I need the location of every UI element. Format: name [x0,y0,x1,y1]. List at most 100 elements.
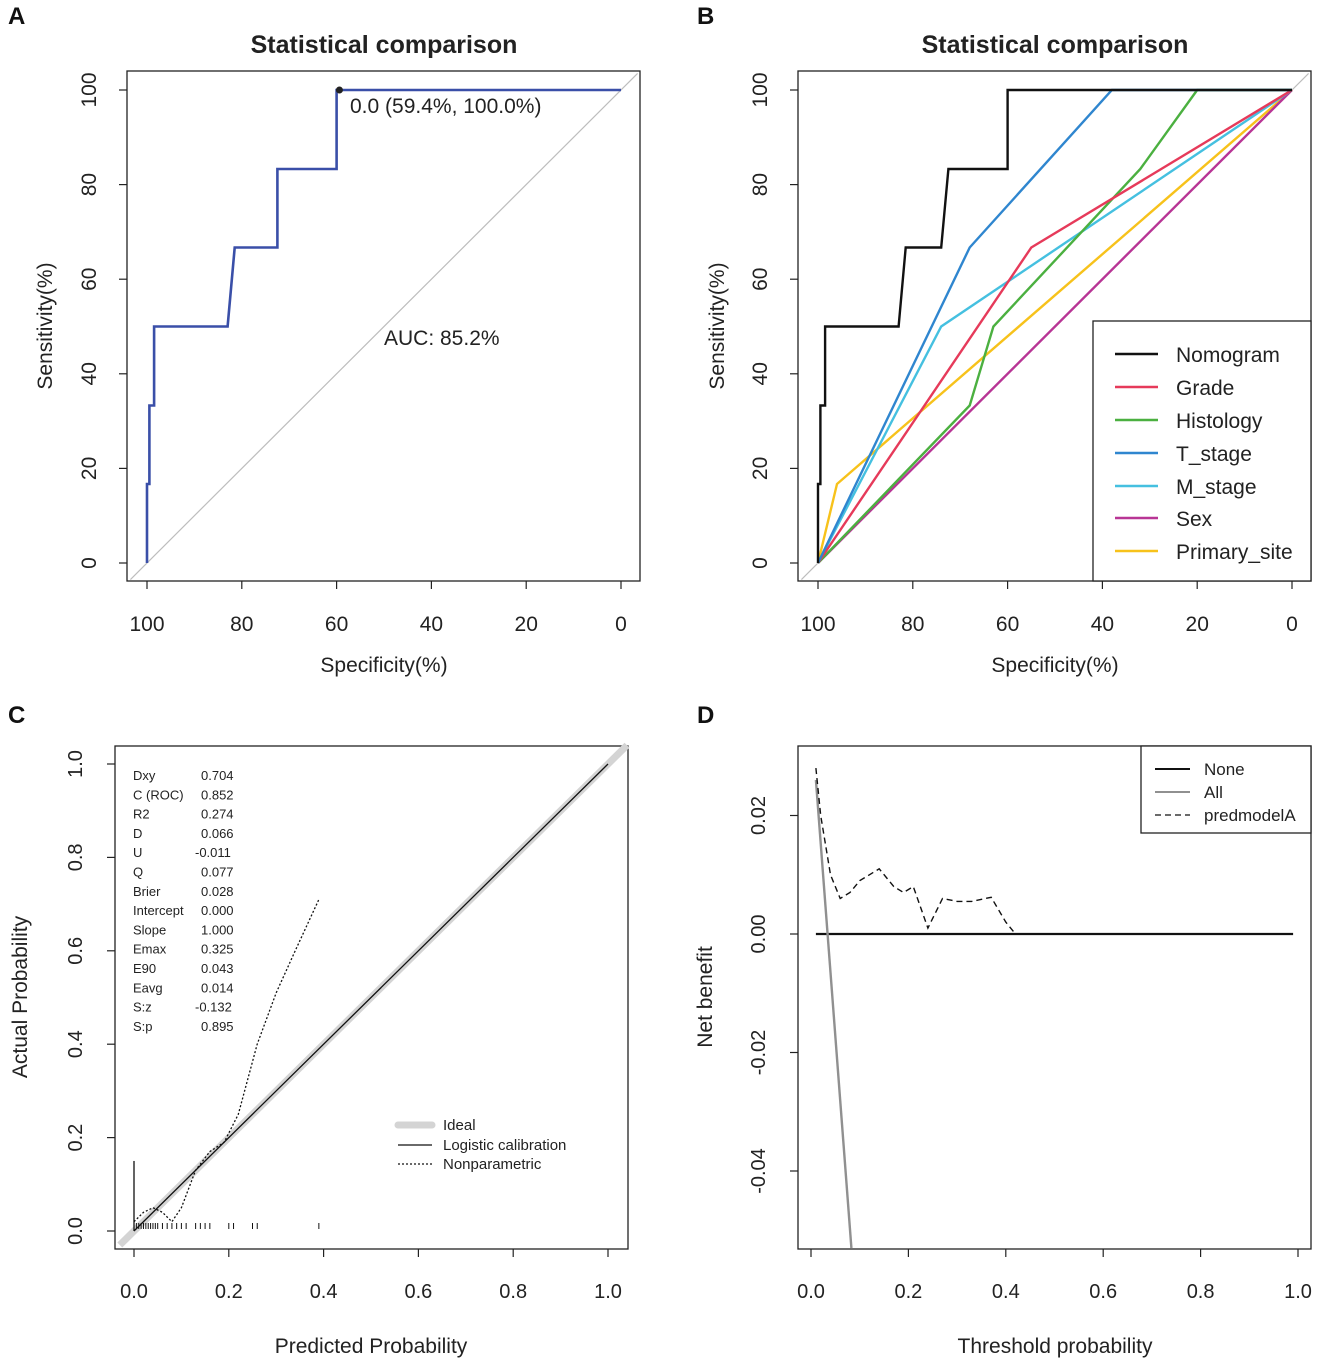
stat-name: Slope [133,922,166,937]
x-tick-label: 40 [1091,613,1114,636]
y-tick-label: 20 [78,457,101,480]
panel-c-legend: Ideal Logistic calibration Nonparametric [394,1117,566,1173]
panel-a-plot: 100 80 60 40 20 0 0 20 40 60 80 100 [78,70,641,636]
x-tick-label: 0 [615,613,627,636]
x-tick-label: 60 [325,613,348,636]
x-tick-label: 1.0 [1284,1281,1312,1303]
y-tick-label: 1.0 [65,750,87,778]
legend-all: All [1204,783,1223,802]
panel-d: D 0.0 0.2 0.4 0.6 0.8 1.0 -0.04 -0.02 0.00 0.02 T… [694,702,1312,1358]
legend-nonparametric: Nonparametric [443,1156,542,1173]
nonparametric-line [133,899,320,1223]
logistic-calibration-line [133,763,609,1232]
x-tick-label: 0.4 [992,1281,1020,1303]
y-tick-label: 0.02 [748,796,770,835]
panel-c-x-label: Predicted Probability [275,1335,468,1358]
panel-b-legend: Nomogram Grade Histology T_stage M_stage… [1092,320,1312,582]
all-line [814,779,853,1249]
legend-grade: Grade [1176,377,1234,400]
legend-predmodel: predmodelA [1204,806,1296,825]
predmodel-line [815,768,1017,935]
x-tick-label: 80 [230,613,253,636]
y-tick-label: 0 [749,557,772,569]
legend-box [1092,320,1312,582]
stat-value: 0.325 [201,942,234,957]
panel-c-label: C [8,702,25,729]
legend-sex: Sex [1176,508,1213,531]
x-tick-label: 0 [1286,613,1298,636]
stat-name: Eavg [133,980,163,995]
legend-none: None [1204,760,1245,779]
y-tick-label: 100 [78,72,101,107]
x-tick-label: 0.2 [215,1281,243,1303]
x-tick-label: 0.8 [499,1281,527,1303]
stat-name: S:z [133,1000,152,1015]
y-tick-label: 100 [749,72,772,107]
x-tick-label: 0.0 [797,1281,825,1303]
panel-d-label: D [697,702,714,729]
stat-name: D [133,826,142,841]
stat-value: 0.066 [201,826,234,841]
legend-primary-site: Primary_site [1176,541,1293,564]
stat-name: Brier [133,884,161,899]
panel-a-y-label: Sensitivity(%) [34,262,57,389]
legend-t-stage: T_stage [1176,443,1252,466]
stat-name: Emax [133,942,167,957]
y-tick-label: 0.0 [65,1217,87,1245]
panel-b-x-label: Specificity(%) [991,654,1118,677]
plot-frame [126,70,641,582]
stat-value: 1.000 [201,922,234,937]
y-tick-label: 40 [78,362,101,385]
stat-name: Q [133,865,143,880]
x-tick-label: 60 [996,613,1019,636]
roc-curve-grade [817,88,1293,564]
stat-name: C (ROC) [133,787,184,802]
stat-value: 0.077 [201,865,234,880]
stat-name: S:p [133,1019,153,1034]
stat-name: R2 [133,807,150,822]
stat-value: 0.852 [201,787,234,802]
roc-curve-primary-site [816,89,1293,564]
panel-d-y-label: Net benefit [694,946,717,1048]
legend-box [1140,745,1312,834]
panel-c: C 0.0 0.2 0.4 0.6 0.8 1.0 0.0 0.2 0.4 0.6 0.8 1.0 P… [8,702,630,1358]
y-tick-label: 0.00 [748,915,770,954]
y-tick-label: 0.8 [65,843,87,871]
y-tick-label: -0.04 [748,1148,770,1194]
plot-frame [797,745,1312,1250]
plot-frame [114,745,629,1250]
roc-curve-sex [817,89,1293,564]
y-tick-label: 80 [749,173,772,196]
panel-d-x-label: Threshold probability [958,1335,1153,1358]
stat-value: 0.014 [201,980,234,995]
x-tick-label: 0.0 [120,1281,148,1303]
roc-curve-nomogram [816,88,1292,563]
stat-value: 0.028 [201,884,234,899]
legend-m-stage: M_stage [1176,476,1257,499]
y-tick-label: 0.4 [65,1030,87,1058]
legend-logistic: Logistic calibration [443,1137,566,1154]
x-tick-label: 100 [800,613,835,636]
stat-value: 0.704 [201,768,234,783]
x-tick-label: 20 [515,613,538,636]
y-tick-label: 40 [749,362,772,385]
panel-b-title: Statistical comparison [922,31,1189,59]
panel-b-y-label: Sensitivity(%) [706,262,729,389]
panel-a-x-label: Specificity(%) [320,654,447,677]
y-tick-label: 0 [78,557,101,569]
auc-annotation: AUC: 85.2% [384,327,500,350]
panel-a: A Statistical comparison 100 80 60 40 20 0 0 20… [8,3,641,677]
stat-name: Dxy [133,768,156,783]
x-tick-label: 40 [420,613,443,636]
reference-diagonal [129,73,639,580]
stat-name: E90 [133,961,156,976]
x-tick-label: 0.2 [894,1281,922,1303]
stat-value: 0.274 [201,807,234,822]
y-tick-label: 80 [78,173,101,196]
x-tick-label: 0.6 [404,1281,432,1303]
stat-name: U [133,845,142,860]
x-tick-label: 80 [901,613,924,636]
legend-nomogram: Nomogram [1176,344,1280,367]
panel-b-label: B [697,3,714,30]
